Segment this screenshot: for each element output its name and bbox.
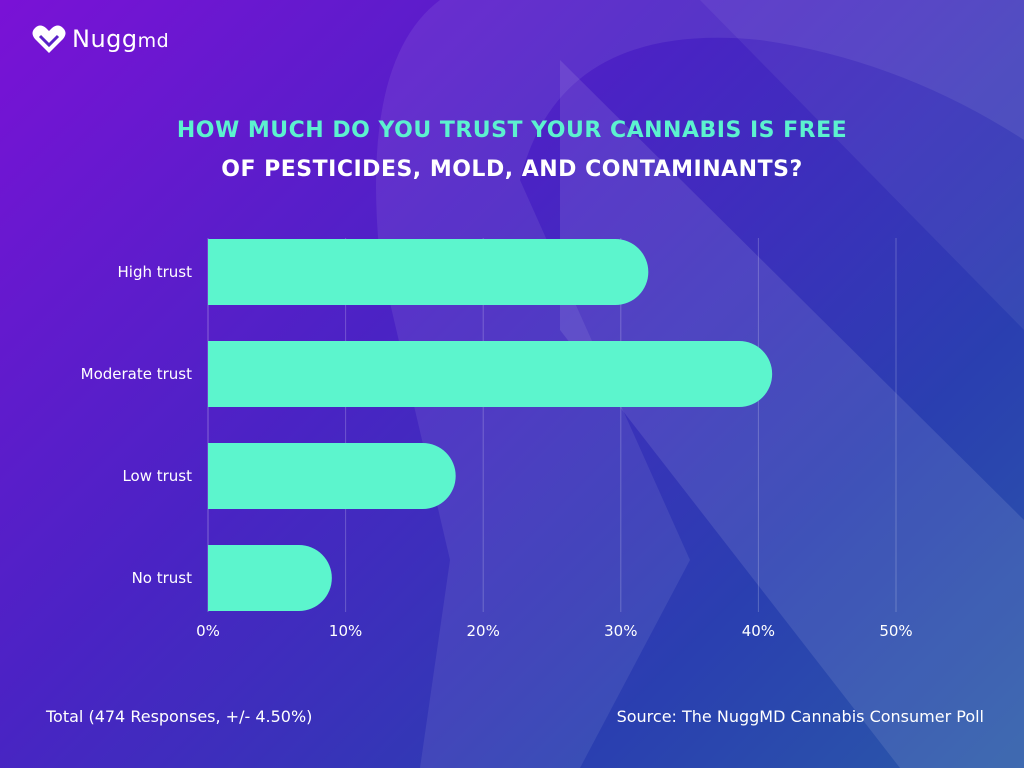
bar <box>208 545 332 611</box>
brand-name: Nuggmd <box>72 25 169 53</box>
category-label: No trust <box>132 569 193 587</box>
footer-source: Source: The NuggMD Cannabis Consumer Pol… <box>616 707 984 726</box>
category-label: Moderate trust <box>81 365 192 383</box>
chart-title-line-1: HOW MUCH DO YOU TRUST YOUR CANNABIS IS F… <box>176 118 848 143</box>
x-tick-label: 0% <box>196 622 220 640</box>
heart-icon <box>32 25 66 53</box>
brand-logo: Nuggmd <box>32 24 169 54</box>
brand-name-main: Nugg <box>72 25 138 53</box>
bar <box>208 443 456 509</box>
x-tick-label: 40% <box>742 622 775 640</box>
x-tick-label: 20% <box>467 622 500 640</box>
x-tick-label: 50% <box>879 622 912 640</box>
x-tick-label: 10% <box>329 622 362 640</box>
x-tick-label: 30% <box>604 622 637 640</box>
category-label: Low trust <box>122 467 192 485</box>
bar <box>208 239 649 305</box>
footer-total-responses: Total (474 Responses, +/- 4.50%) <box>46 707 313 726</box>
brand-name-suffix: md <box>137 30 170 52</box>
category-label: High trust <box>118 263 193 281</box>
chart-title-line-2: OF PESTICIDES, MOLD, AND CONTAMINANTS? <box>221 157 803 182</box>
bar <box>208 341 773 407</box>
